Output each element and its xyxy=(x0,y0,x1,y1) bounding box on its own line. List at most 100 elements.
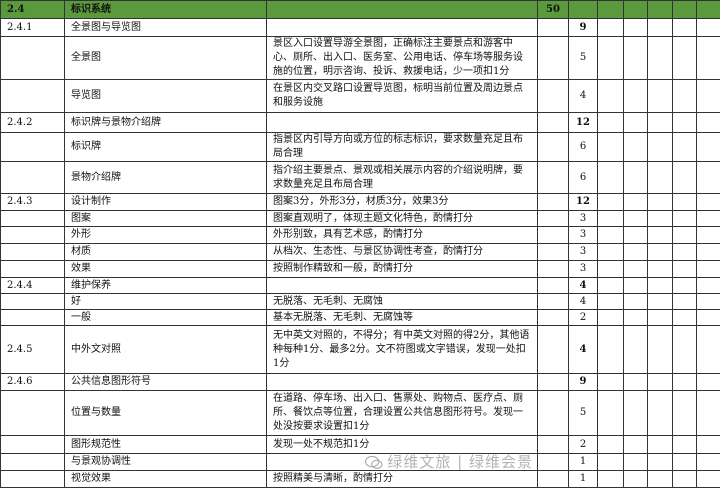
empty-cell xyxy=(697,261,720,278)
table-row: 全景图景区入口设置导游全景图，正确标注主要景点和游客中心、厕所、出入口、医务室、… xyxy=(1,37,720,80)
empty-cell xyxy=(673,278,697,294)
empty-cell xyxy=(673,374,697,391)
item-code xyxy=(1,211,65,227)
item-name: 一般 xyxy=(65,310,267,326)
empty-cell xyxy=(624,294,648,310)
empty-cell xyxy=(673,294,697,310)
blank xyxy=(538,244,569,261)
item-criteria: 按照制作精致和一般，酌情打分 xyxy=(267,261,538,278)
empty-cell xyxy=(673,261,697,278)
blank xyxy=(538,391,569,436)
blank xyxy=(538,471,569,488)
empty-cell xyxy=(624,113,648,133)
item-name: 好 xyxy=(65,294,267,310)
empty-cell xyxy=(673,194,697,211)
item-criteria: 外形别致，具有艺术感，酌情打分 xyxy=(267,227,538,244)
empty-cell xyxy=(624,194,648,211)
empty-cell xyxy=(673,80,697,113)
empty-cell xyxy=(598,294,624,310)
blank xyxy=(538,194,569,211)
empty-cell xyxy=(673,310,697,326)
empty-cell xyxy=(673,113,697,133)
table-row: 图形规范性发现一处不规范扣1分 2 xyxy=(1,436,720,454)
empty-cell xyxy=(697,244,720,261)
item-criteria xyxy=(267,19,538,37)
empty-cell xyxy=(673,227,697,244)
empty-cell xyxy=(598,113,624,133)
item-criteria: 按照精美与清晰，酌情打分 xyxy=(267,471,538,488)
empty-cell xyxy=(598,261,624,278)
empty-cell xyxy=(648,454,673,471)
item-criteria xyxy=(267,113,538,133)
empty-cell xyxy=(697,19,720,37)
empty-cell xyxy=(697,436,720,454)
item-criteria: 从档次、生态性、与景区协调性考查，酌情打分 xyxy=(267,244,538,261)
empty-cell xyxy=(648,261,673,278)
empty-cell xyxy=(598,436,624,454)
item-code xyxy=(1,294,65,310)
empty-cell xyxy=(598,162,624,194)
empty-cell xyxy=(648,37,673,80)
item-code: 2.4.4 xyxy=(1,278,65,294)
watermark-text: 绿维文旅 | 绿维会景 xyxy=(387,454,533,471)
empty-cell xyxy=(697,194,720,211)
empty-cell xyxy=(697,326,720,374)
empty-cell xyxy=(648,310,673,326)
blank xyxy=(538,211,569,227)
item-name: 外形 xyxy=(65,227,267,244)
item-code xyxy=(1,227,65,244)
blank xyxy=(538,19,569,37)
empty-cell xyxy=(697,374,720,391)
section-title: 标识系统 xyxy=(65,1,267,19)
item-name: 图案 xyxy=(65,211,267,227)
item-criteria: 绿维文旅 | 绿维会景 xyxy=(267,454,538,471)
empty-cell xyxy=(624,37,648,80)
blank xyxy=(538,113,569,133)
empty-cell xyxy=(624,162,648,194)
empty-cell xyxy=(624,436,648,454)
item-name: 标识牌 xyxy=(65,133,267,162)
item-code xyxy=(1,244,65,261)
item-criteria: 图案3分，外形3分，材质3分，效果3分 xyxy=(267,194,538,211)
item-score: 9 xyxy=(569,374,598,391)
empty-cell xyxy=(673,454,697,471)
item-name: 图形规范性 xyxy=(65,436,267,454)
item-score: 3 xyxy=(569,211,598,227)
item-name: 视觉效果 xyxy=(65,471,267,488)
empty-cell xyxy=(648,436,673,454)
item-code xyxy=(1,80,65,113)
item-code: 2.4.2 xyxy=(1,113,65,133)
empty-cell xyxy=(648,227,673,244)
empty-cell xyxy=(648,244,673,261)
item-code xyxy=(1,261,65,278)
wechat-icon xyxy=(364,455,384,470)
item-score: 2 xyxy=(569,436,598,454)
table-row: 景物介绍牌指介绍主要景点、景观或相关展示内容的介绍说明牌，要求数量充足且布局合理… xyxy=(1,162,720,194)
item-score: 9 xyxy=(569,19,598,37)
item-code: 2.4.5 xyxy=(1,326,65,374)
item-score: 4 xyxy=(569,278,598,294)
section-total: 50 xyxy=(538,1,569,19)
item-criteria: 景区入口设置导游全景图，正确标注主要景点和游客中心、厕所、出入口、医务室、公用电… xyxy=(267,37,538,80)
item-criteria: 在景区内交叉路口设置导览图，标明当前位置及周边景点和服务设施 xyxy=(267,80,538,113)
empty-cell xyxy=(598,374,624,391)
item-name: 公共信息图形符号 xyxy=(65,374,267,391)
item-score: 3 xyxy=(569,244,598,261)
empty-cell xyxy=(598,227,624,244)
empty-cell xyxy=(673,244,697,261)
empty-cell xyxy=(598,37,624,80)
item-code xyxy=(1,310,65,326)
item-code: 2.4.3 xyxy=(1,194,65,211)
blank xyxy=(538,133,569,162)
empty-cell xyxy=(624,261,648,278)
empty-cell xyxy=(648,162,673,194)
empty-cell xyxy=(624,244,648,261)
item-criteria: 发现一处不规范扣1分 xyxy=(267,436,538,454)
